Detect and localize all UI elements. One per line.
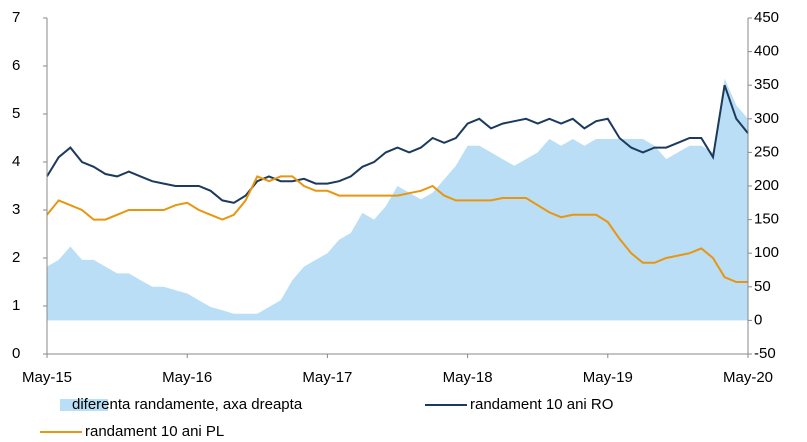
y-tick-label: 0 xyxy=(12,345,20,362)
y-tick-label: 6 xyxy=(12,57,20,74)
y-tick-label: 1 xyxy=(12,297,20,314)
legend-label: diferenta randamente, axa dreapta xyxy=(72,396,303,413)
series-line xyxy=(46,84,749,204)
x-tick-label: May-20 xyxy=(723,369,773,386)
x-tick-label: May-16 xyxy=(162,369,212,386)
y-tick-label: 2 xyxy=(12,249,20,266)
legend-label: randament 10 ani RO xyxy=(470,396,613,413)
spread-area xyxy=(47,78,748,321)
x-tick-label: May-17 xyxy=(302,369,352,386)
legend-swatch xyxy=(60,399,108,411)
y-tick-label: 4 xyxy=(12,153,20,170)
x-tick-label: May-19 xyxy=(583,369,633,386)
x-tick-label: May-18 xyxy=(443,369,493,386)
legend-label: randament 10 ani PL xyxy=(85,423,224,440)
y-tick-label: 7 xyxy=(12,9,20,26)
y2-tick-label: 450 xyxy=(754,9,779,26)
y2-tick-label: 150 xyxy=(754,211,779,228)
y2-tick-label: 100 xyxy=(754,244,779,261)
y-tick-label: 3 xyxy=(12,201,20,218)
y2-tick-label: 350 xyxy=(754,76,779,93)
y2-tick-label: 200 xyxy=(754,177,779,194)
y2-tick-label: 0 xyxy=(754,311,762,328)
x-tick-label: May-15 xyxy=(22,369,72,386)
y2-tick-label: 50 xyxy=(754,278,771,295)
y2-tick-label: 300 xyxy=(754,110,779,127)
y2-tick-label: 250 xyxy=(754,143,779,160)
series-line xyxy=(46,175,748,283)
y2-tick-label: -50 xyxy=(754,345,776,362)
y-tick-label: 5 xyxy=(12,105,20,122)
y2-tick-label: 400 xyxy=(754,43,779,60)
